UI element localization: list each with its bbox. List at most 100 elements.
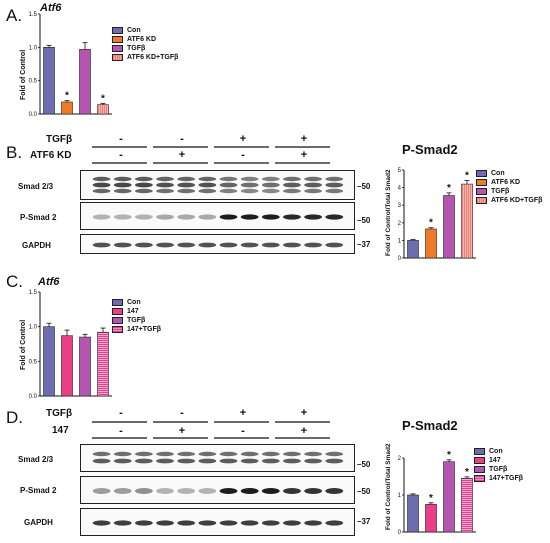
panel-b-row1-label: TGFβ xyxy=(46,134,73,145)
blot-band xyxy=(240,188,259,194)
mw-text: 50 xyxy=(361,460,371,469)
panel-d-group-lines xyxy=(92,421,330,423)
blot-band xyxy=(219,242,238,248)
legend-item: TGFβ xyxy=(476,187,542,196)
blot-band xyxy=(113,488,132,494)
legend-swatch xyxy=(112,326,123,333)
sign: + xyxy=(300,407,308,419)
legend-item: 147 xyxy=(112,307,161,316)
blot-band xyxy=(135,458,153,464)
bar xyxy=(425,503,437,533)
blot-band xyxy=(135,488,153,494)
sign: - xyxy=(119,149,123,161)
blot-band xyxy=(261,520,280,526)
y-tick-label: 1 xyxy=(398,493,402,499)
blot-band xyxy=(325,451,344,457)
panel-c-label: C. xyxy=(6,272,23,291)
panel-c-gene: Atf6 xyxy=(38,276,60,288)
y-tick-label: 1.0 xyxy=(29,325,38,331)
blot-band xyxy=(304,488,322,494)
panel-a-label: A. xyxy=(6,6,23,25)
blot-band xyxy=(198,188,217,194)
blot-label-smad23: Smad 2/3 xyxy=(18,455,54,464)
legend-text: Con xyxy=(127,27,141,34)
blot-band xyxy=(92,214,111,220)
panel-a-chart: 0.0 0.5 1.0 1.5 * * xyxy=(29,12,112,118)
legend-text: TGFβ xyxy=(127,317,146,324)
panel-a-gene: Atf6 xyxy=(40,2,62,14)
blot-band xyxy=(92,176,111,182)
panel-d-chart: 0 1 2 * * * xyxy=(398,450,476,536)
blot-band xyxy=(240,176,259,182)
legend-text: ATF6 KD+TGFβ xyxy=(127,54,179,61)
bar xyxy=(97,104,109,115)
significance-star: * xyxy=(447,183,451,194)
blot-band xyxy=(325,520,344,526)
bar xyxy=(461,183,473,259)
panel-d-row2-label: 147 xyxy=(52,425,69,436)
y-tick-label: 0.5 xyxy=(29,79,38,85)
legend-swatch xyxy=(474,457,485,464)
blot-band xyxy=(135,188,153,194)
legend-swatch xyxy=(474,466,485,473)
y-tick-label: 2 xyxy=(398,456,402,462)
legend-item: ATF6 KD+TGFβ xyxy=(112,53,178,62)
legend-text: 147+TGFβ xyxy=(489,475,524,482)
blot-band xyxy=(325,176,344,182)
blot-band xyxy=(283,488,301,494)
blot-gapdh xyxy=(80,508,355,536)
blot-band xyxy=(92,188,111,194)
blot-band xyxy=(325,182,344,188)
blot-band xyxy=(135,214,153,220)
mw-marker: –50 xyxy=(357,216,371,225)
significance-star: * xyxy=(447,450,451,461)
blot-band xyxy=(198,520,217,526)
legend-item: ATF6 KD xyxy=(112,35,178,44)
panel-a-legend: Con ATF6 KD TGFβ ATF6 KD+TGFβ xyxy=(112,26,178,62)
blot-band xyxy=(261,214,280,220)
blot-band xyxy=(92,458,111,464)
panel-b-chart-title: P-Smad2 xyxy=(402,142,458,157)
panel-b-chart: 0 1 2 3 4 5 * * * xyxy=(398,168,476,262)
blot-band xyxy=(177,182,196,188)
blot-band xyxy=(135,451,153,457)
blot-band xyxy=(261,188,280,194)
bar xyxy=(461,478,473,533)
blot-band xyxy=(198,214,217,220)
y-tick-label: 0 xyxy=(398,256,402,262)
blot-band xyxy=(198,458,217,464)
legend-item: Con xyxy=(474,447,523,456)
legend-item: Con xyxy=(112,298,161,307)
blot-band xyxy=(113,458,132,464)
blot-band xyxy=(304,214,322,220)
panel-d-row1-label: TGFβ xyxy=(46,408,73,419)
legend-swatch xyxy=(112,299,123,306)
blot-band xyxy=(240,458,259,464)
blot-band xyxy=(304,242,322,248)
blot-band xyxy=(283,520,301,526)
significance-star: * xyxy=(465,467,469,478)
blot-label-smad23: Smad 2/3 xyxy=(18,182,54,191)
blot-band xyxy=(92,182,111,188)
y-tick-label: 2 xyxy=(398,221,402,227)
blot-psmad2 xyxy=(80,202,355,230)
y-tick-label: 1 xyxy=(398,238,402,244)
blot-band xyxy=(156,182,174,188)
legend-swatch xyxy=(112,317,123,324)
blot-band xyxy=(92,451,111,457)
y-tick-label: 1.5 xyxy=(29,290,38,296)
sign: - xyxy=(180,133,184,145)
blot-band xyxy=(156,520,174,526)
blot-band xyxy=(240,451,259,457)
panel-d-label: D. xyxy=(6,408,23,427)
significance-star: * xyxy=(65,91,69,102)
legend-item: ATF6 KD xyxy=(476,178,542,187)
blot-band xyxy=(219,488,238,494)
blot-band xyxy=(156,488,174,494)
legend-swatch xyxy=(476,188,487,195)
blot-band xyxy=(283,451,301,457)
blot-band xyxy=(304,182,322,188)
legend-item: 147+TGFβ xyxy=(112,325,161,334)
bar xyxy=(61,101,73,115)
blot-band xyxy=(156,242,174,248)
